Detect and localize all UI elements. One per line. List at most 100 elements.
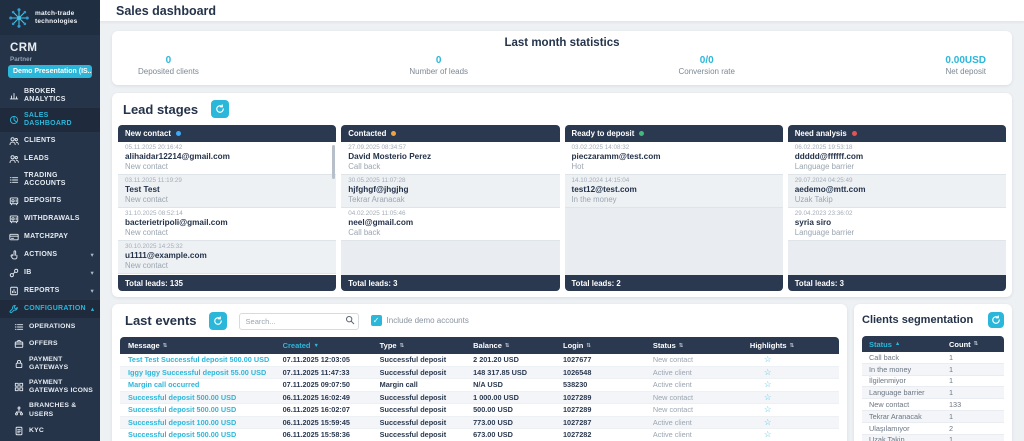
star-icon[interactable]: ☆ (763, 404, 772, 415)
event-message-link[interactable]: Successful deposit 100.00 USD (128, 417, 237, 427)
lead-card[interactable]: 04.02.2025 11:05:46 neel@gmail.com Call … (341, 208, 560, 242)
lead-date: 27.09.2025 08:34:57 (348, 144, 407, 151)
event-created: 07.11.2025 09:07:50 (282, 380, 350, 390)
lead-card[interactable]: 05.11.2025 20:16:42 alihaidar12214@gmail… (118, 142, 337, 176)
pie-chart-icon (9, 115, 19, 125)
lead-card[interactable]: 31.10.2025 08:52:14 bacterietripoli@gmai… (118, 208, 337, 242)
lead-name: test12@test.com (571, 184, 637, 194)
event-message-link[interactable]: Successful deposit 500.00 USD (128, 405, 237, 415)
sidebar-subitem[interactable]: BRANCHES & USERS (0, 399, 100, 422)
column-label: Created (282, 341, 311, 350)
lead-card[interactable]: 06.02.2025 19:53:18 ddddd@ffffff.com Lan… (787, 142, 1006, 176)
lead-card[interactable]: 14.10.2024 14:15:04 test12@test.com In t… (564, 175, 783, 209)
sidebar-item[interactable]: LEADS (0, 150, 100, 168)
sidebar-item[interactable]: CONFIGURATION ▴ (0, 300, 100, 319)
event-message-link[interactable]: Successful deposit 500.00 USD (128, 430, 237, 440)
table-row: Uzak Takip 1 (862, 434, 1004, 441)
refresh-icon (213, 316, 223, 326)
event-type: Successful deposit (379, 405, 447, 415)
event-created: 06.11.2025 15:58:36 (282, 430, 350, 440)
lead-card[interactable]: 27.09.2025 08:34:57 David Mosterio Perez… (341, 142, 560, 176)
list-icon (14, 322, 24, 332)
table-row: Tekrar Aranacak 1 (862, 410, 1004, 423)
events-column-header[interactable]: Balance ⇅ (465, 341, 555, 350)
segmentation-column-header[interactable]: Count ⇅ (942, 340, 1004, 349)
segment-status: In the money (869, 364, 912, 374)
scrollbar-thumb[interactable] (331, 145, 336, 179)
brand-logo: match-trade technologies (0, 0, 100, 35)
top-bar: Sales dashboard (100, 0, 1024, 22)
lead-card[interactable]: 29.04.2023 23:36:02 syria siro Language … (787, 208, 1006, 242)
segmentation-table-body: Call back 1 In the money 1 İlgilenmiyor … (862, 352, 1004, 441)
event-message-link[interactable]: Iggy Iggy Successful deposit 55.00 USD (128, 367, 267, 377)
events-column-header[interactable]: Created ▼ (275, 341, 372, 350)
star-icon[interactable]: ☆ (763, 429, 772, 440)
lead-card[interactable]: 03.11.2025 11:19:29 Test Test New contac… (118, 175, 337, 209)
sidebar-item[interactable]: REPORTS ▾ (0, 282, 100, 300)
lead-name: Test Test (125, 184, 160, 194)
partner-select-value: Demo Presentation (IS... (13, 68, 92, 75)
sidebar-subitem[interactable]: PAYMENT GATEWAYS ICONS (0, 376, 100, 399)
lead-stage-body: 03.02.2025 14:08:32 pieczaramm@test.com … (564, 142, 783, 275)
lead-card[interactable]: 30.05.2025 11:07:28 hjfghgf@jhgjhg Tekra… (341, 175, 560, 209)
link-icon (9, 268, 19, 278)
sidebar-item[interactable]: BROKER ANALYTICS (0, 84, 100, 108)
lead-card[interactable]: 30.10.2025 14:25:32 u1111@example.com Ne… (118, 241, 337, 275)
event-balance: 773.00 USD (473, 417, 513, 427)
lead-status: New contact (125, 227, 168, 237)
event-message-link[interactable]: Successful deposit 500.00 USD (128, 392, 237, 402)
search-input[interactable] (238, 313, 359, 330)
lead-card[interactable]: 30.10.2025 14:24:26 (118, 274, 337, 275)
event-message-link[interactable]: Test Test Successful deposit 500.00 USD (128, 355, 270, 365)
sidebar-item[interactable]: MATCH2PAY (0, 228, 100, 246)
lead-stage-column-header: Ready to deposit (564, 125, 783, 142)
star-icon[interactable]: ☆ (763, 379, 772, 390)
events-column-header[interactable]: Message ⇅ (120, 341, 275, 350)
lead-card[interactable]: 03.02.2025 14:08:32 pieczaramm@test.com … (564, 142, 783, 176)
sidebar-subitem[interactable]: KYC (0, 422, 100, 439)
star-icon[interactable]: ☆ (763, 416, 772, 427)
sidebar-subitem[interactable]: PAYMENT GATEWAYS (0, 352, 100, 375)
event-message-link[interactable]: Margin call occurred (128, 380, 200, 390)
sidebar-subitem[interactable]: OPERATIONS (0, 318, 100, 335)
checkbox-checked-icon[interactable] (370, 315, 382, 326)
lead-card[interactable]: 29.07.2024 04:25:49 aedemo@mtt.com Uzak … (787, 175, 1006, 209)
event-created: 07.11.2025 12:03:05 (282, 355, 350, 365)
refresh-button[interactable] (208, 311, 227, 330)
sidebar-item[interactable]: CLIENTS (0, 132, 100, 150)
include-demo-accounts-toggle[interactable]: Include demo accounts (370, 315, 469, 326)
sidebar-item[interactable]: ACTIONS ▾ (0, 246, 100, 264)
events-column-header[interactable]: Highlights ⇅ (742, 341, 839, 350)
lead-name: ddddd@ffffff.com (794, 151, 864, 161)
brand-name: match-trade technologies (35, 9, 78, 25)
segmentation-column-header[interactable]: Status ▲ (862, 340, 942, 349)
lead-date: 04.02.2025 11:05:46 (348, 210, 406, 218)
segment-count: 1 (949, 388, 954, 398)
content: Last month statistics 0 Deposited client… (100, 22, 1024, 441)
sidebar-item[interactable]: SALES DASHBOARD (0, 108, 100, 133)
lead-name: David Mosterio Perez (348, 151, 432, 161)
star-icon[interactable]: ☆ (763, 366, 772, 377)
sidebar-item[interactable]: TRADING ACCOUNTS (0, 168, 100, 192)
events-column-header[interactable]: Type ⇅ (372, 341, 465, 350)
partner-select[interactable]: Demo Presentation (IS... ▾ (8, 65, 92, 78)
lead-status: In the money (571, 194, 617, 204)
segmentation-header: Clients segmentation (862, 312, 1004, 328)
events-table-body: Test Test Successful deposit 500.00 USD … (120, 354, 839, 441)
column-label: Type (379, 341, 397, 350)
lead-stage-body: 27.09.2025 08:34:57 David Mosterio Perez… (341, 142, 560, 275)
lead-name: u1111@example.com (125, 250, 207, 260)
star-icon[interactable]: ☆ (763, 391, 772, 402)
stage-status-dot (175, 131, 181, 136)
sidebar-subitem[interactable]: OFFERS (0, 335, 100, 352)
sidebar-item[interactable]: IB ▾ (0, 264, 100, 282)
star-icon[interactable]: ☆ (763, 354, 772, 365)
refresh-button[interactable] (988, 312, 1004, 328)
events-column-header[interactable]: Login ⇅ (555, 341, 645, 350)
refresh-button[interactable] (211, 100, 230, 118)
sidebar-item[interactable]: WITHDRAWALS (0, 210, 100, 228)
clients-segmentation-panel: Clients segmentation Status ▲ Count (854, 304, 1012, 441)
events-column-header[interactable]: Status ⇅ (645, 341, 742, 350)
lead-date: 03.11.2025 11:19:29 (125, 177, 182, 185)
sidebar-item[interactable]: DEPOSITS (0, 192, 100, 210)
